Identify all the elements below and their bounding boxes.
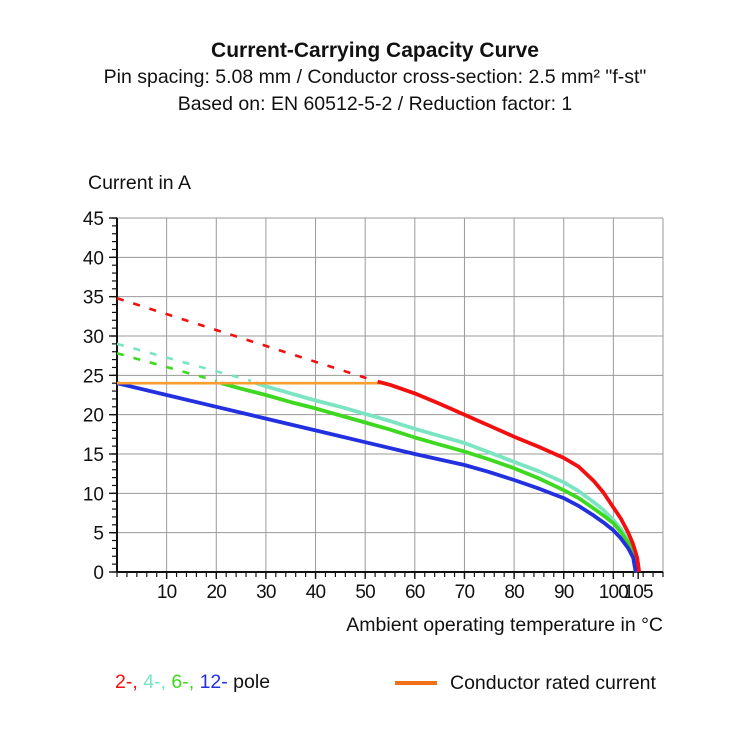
legend: 2-, 4-, 6-, 12- pole Conductor rated cur… (0, 669, 750, 697)
y-tick-label: 35 (83, 288, 104, 309)
legend-pole-suffix: pole (227, 671, 271, 693)
x-tick-label: 80 (504, 582, 524, 603)
legend-pole-4: 4-, (143, 671, 172, 693)
y-tick-label: 20 (83, 406, 104, 427)
y-tick-label: 30 (83, 327, 104, 348)
x-tick-label: 10 (157, 582, 177, 603)
curve-6-pole-dashed (116, 352, 217, 383)
y-axis-title: Current in A (88, 172, 191, 194)
y-tick-label: 5 (93, 524, 104, 545)
x-axis-title: Ambient operating temperature in °C (346, 614, 663, 636)
chart-subtitle-spec: Pin spacing: 5.08 mm / Conductor cross-s… (103, 66, 647, 88)
y-tick-label: 40 (83, 248, 104, 269)
curve-4-pole (255, 381, 640, 573)
legend-pole-6: 6-, (171, 671, 200, 693)
curve-4-pole-dashed (116, 342, 252, 383)
y-tick-label: 45 (83, 209, 104, 230)
y-tick-label: 0 (93, 563, 104, 584)
curve-2-pole (377, 379, 642, 573)
rated-current-swatch (395, 681, 437, 685)
x-tick-label: 20 (206, 582, 226, 603)
x-tick-label: 90 (554, 582, 574, 603)
legend-pole-12: 12- (199, 671, 228, 693)
rated-current-label: Conductor rated current (450, 671, 656, 694)
curve-2-pole-dashed (116, 296, 371, 381)
chart-header: Current-Carrying Capacity Curve Pin spac… (0, 37, 750, 118)
legend-pole-2: 2-, (115, 671, 144, 693)
x-tick-label: 70 (455, 582, 475, 603)
x-tick-label: 100 (599, 582, 629, 603)
y-tick-label: 25 (83, 366, 104, 387)
legend-rated-current: Conductor rated current (395, 669, 656, 697)
x-tick-label: 60 (405, 582, 425, 603)
x-tick-label: 40 (306, 582, 326, 603)
curve-6-pole (220, 381, 639, 573)
chart-subtitle-basis: Based on: EN 60512-5-2 / Reduction facto… (177, 93, 573, 115)
legend-poles: 2-, 4-, 6-, 12- pole (115, 671, 270, 694)
x-tick-label: 105 (624, 582, 654, 603)
chart-title: Current-Carrying Capacity Curve (211, 39, 539, 62)
curve-12-pole (116, 381, 638, 573)
y-tick-label: 15 (83, 445, 104, 466)
y-tick-label: 10 (83, 484, 104, 505)
x-tick-label: 30 (256, 582, 276, 603)
x-tick-label: 50 (355, 582, 375, 603)
